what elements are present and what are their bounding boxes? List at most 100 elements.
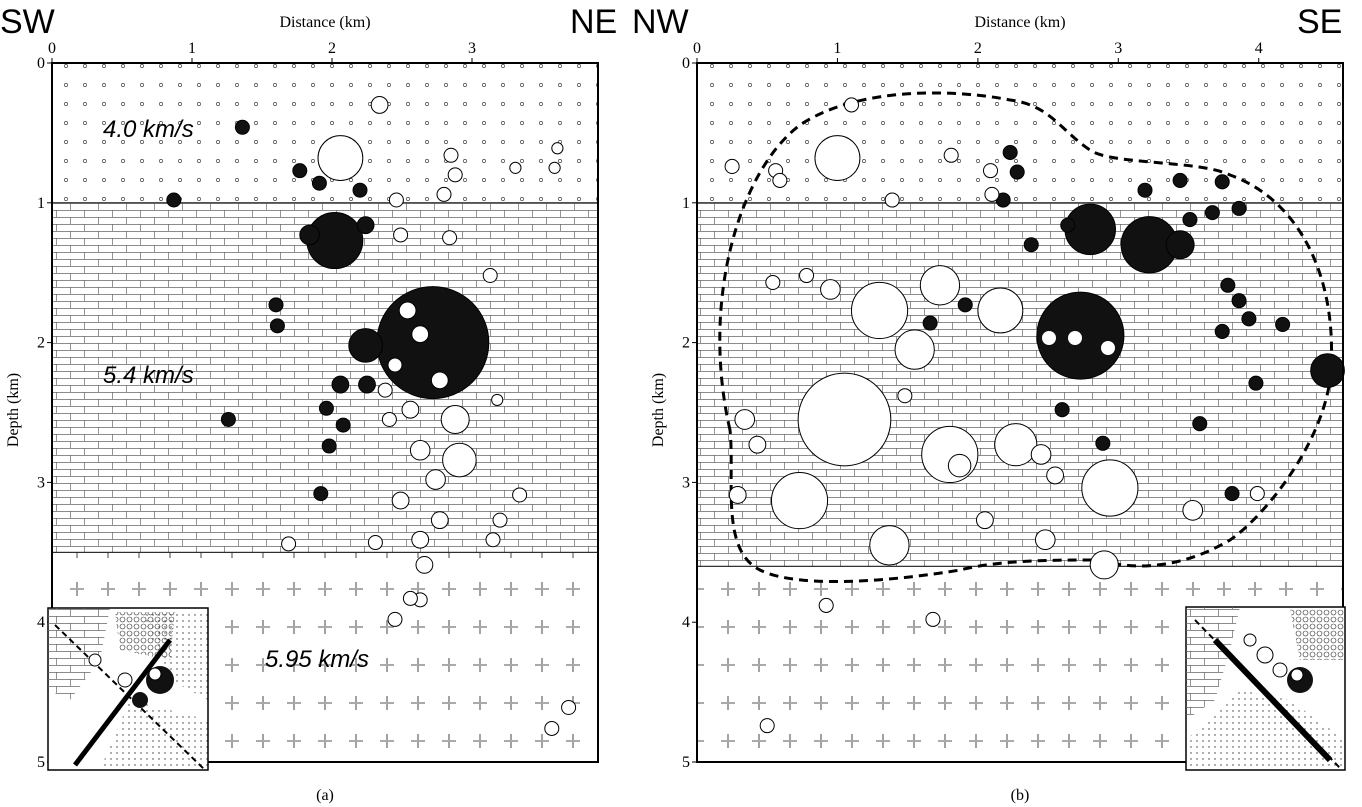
event: [850, 281, 909, 340]
event: [348, 328, 383, 363]
x-tick-label: 1: [833, 40, 841, 57]
y-tick-label: 0: [37, 55, 45, 72]
event: [1214, 323, 1230, 339]
event: [492, 512, 508, 528]
panel-caption: (a): [316, 787, 334, 804]
event: [377, 382, 393, 398]
event: [398, 301, 417, 320]
x-tick-label: 0: [48, 40, 56, 57]
event: [957, 297, 973, 313]
event: [884, 192, 900, 208]
event: [1192, 416, 1208, 432]
event: [919, 265, 961, 306]
event: [220, 411, 236, 427]
event: [317, 135, 364, 181]
event: [814, 135, 861, 182]
event: [425, 469, 446, 490]
event: [166, 192, 182, 208]
event: [724, 158, 740, 174]
direction-label: SW: [0, 3, 55, 41]
event: [370, 96, 389, 114]
event: [281, 536, 297, 552]
event: [358, 375, 376, 394]
event: [401, 400, 420, 419]
event: [415, 555, 434, 574]
event: [387, 357, 403, 373]
event: [943, 147, 959, 163]
event: [391, 491, 410, 510]
event: [352, 182, 368, 198]
event: [843, 97, 860, 113]
event: [313, 486, 329, 502]
event: [393, 227, 409, 243]
event: [975, 511, 994, 530]
event: [331, 375, 350, 394]
event: [551, 142, 564, 155]
event: [1249, 486, 1265, 502]
velocity-layer: [696, 62, 1344, 204]
y-tick-label: 0: [682, 55, 690, 72]
event: [440, 404, 470, 434]
panel-caption: (b): [1011, 787, 1030, 804]
event: [1204, 205, 1220, 221]
marker-dot: [1042, 331, 1056, 345]
y-tick-label: 1: [37, 195, 45, 212]
event: [411, 530, 430, 549]
event: [1009, 164, 1025, 180]
y-axis-title: Depth (km): [5, 373, 22, 447]
event: [509, 161, 522, 174]
event: [436, 186, 452, 202]
event: [1030, 444, 1052, 465]
event: [799, 267, 815, 284]
inset-map-b: [1185, 606, 1346, 771]
event: [1095, 435, 1111, 451]
event: [728, 486, 747, 504]
event: [982, 163, 999, 179]
y-tick-label: 4: [682, 614, 690, 631]
velocity-label: 5.95 km/s: [265, 646, 369, 673]
event: [1214, 174, 1230, 190]
velocity-label: 4.0 km/s: [103, 116, 194, 143]
event: [485, 532, 501, 548]
event: [1220, 277, 1236, 293]
x-tick-label: 3: [1114, 40, 1122, 57]
event: [335, 417, 351, 433]
y-tick-label: 3: [37, 474, 45, 491]
event: [318, 400, 334, 416]
marker-dot: [1101, 341, 1115, 355]
event: [921, 425, 979, 484]
event: [984, 186, 1000, 202]
event: [381, 411, 397, 427]
event: [269, 318, 285, 334]
y-tick-label: 4: [37, 614, 45, 631]
event: [388, 192, 404, 208]
event: [1089, 550, 1119, 580]
y-tick-label: 1: [682, 195, 690, 212]
event: [897, 388, 913, 404]
event: [1231, 200, 1247, 216]
event: [925, 611, 941, 627]
event: [818, 597, 834, 613]
event: [482, 267, 498, 283]
event: [402, 590, 418, 606]
cluster-outline: [718, 91, 1333, 584]
y-tick-label: 5: [682, 754, 690, 771]
x-tick-label: 2: [974, 40, 982, 57]
event: [442, 230, 458, 246]
event: [442, 442, 477, 478]
event: [411, 325, 430, 344]
direction-label: NE: [570, 3, 617, 41]
event: [765, 274, 781, 291]
x-axis-title: Distance (km): [974, 14, 1065, 31]
event: [1034, 529, 1056, 551]
event: [1002, 144, 1018, 160]
event: [770, 471, 829, 530]
event: [367, 535, 383, 551]
event: [409, 439, 431, 461]
event: [561, 699, 577, 715]
event: [311, 175, 327, 191]
event: [820, 279, 841, 300]
event: [1182, 500, 1204, 521]
event: [292, 163, 308, 179]
